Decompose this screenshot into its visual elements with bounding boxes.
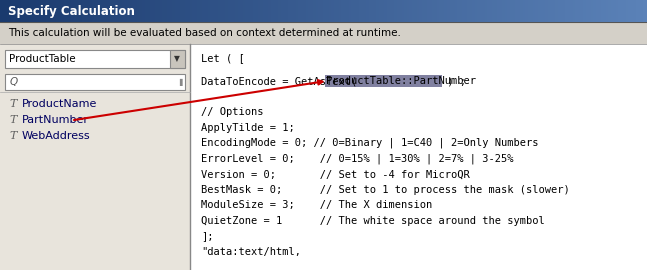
Text: T: T (9, 115, 16, 125)
Text: Version = 0;       // Set to -4 for MicroQR: Version = 0; // Set to -4 for MicroQR (201, 169, 470, 179)
Text: WebAddress: WebAddress (22, 131, 91, 141)
Text: Specify Calculation: Specify Calculation (8, 5, 135, 18)
Text: BestMask = 0;      // Set to 1 to process the mask (slower): BestMask = 0; // Set to 1 to process the… (201, 185, 570, 195)
Text: ProductName: ProductName (22, 99, 98, 109)
FancyBboxPatch shape (325, 75, 442, 87)
Text: ];: ]; (201, 231, 214, 241)
FancyBboxPatch shape (191, 44, 647, 270)
Text: "data:text/html,: "data:text/html, (201, 247, 301, 257)
Text: PartNumber: PartNumber (22, 115, 89, 125)
Text: QuietZone = 1      // The white space around the symbol: QuietZone = 1 // The white space around … (201, 216, 545, 226)
FancyBboxPatch shape (0, 22, 647, 44)
Text: EncodingMode = 0; // 0=Binary | 1=C40 | 2=Only Numbers: EncodingMode = 0; // 0=Binary | 1=C40 | … (201, 138, 538, 148)
FancyBboxPatch shape (170, 50, 185, 68)
Text: ApplyTilde = 1;: ApplyTilde = 1; (201, 123, 295, 133)
Text: T: T (9, 131, 16, 141)
FancyBboxPatch shape (0, 44, 190, 270)
Text: ErrorLevel = 0;    // 0=15% | 1=30% | 2=7% | 3-25%: ErrorLevel = 0; // 0=15% | 1=30% | 2=7% … (201, 154, 514, 164)
FancyBboxPatch shape (5, 50, 185, 68)
Text: Let ( [: Let ( [ (201, 53, 245, 63)
Text: ProductTable: ProductTable (9, 54, 76, 64)
Text: DataToEncode = GetAsText(: DataToEncode = GetAsText( (201, 76, 364, 86)
Text: ) ;: ) ; (441, 76, 466, 86)
Text: T: T (9, 99, 16, 109)
Text: ModuleSize = 3;    // The X dimension: ModuleSize = 3; // The X dimension (201, 200, 432, 210)
Text: ▌: ▌ (179, 78, 184, 86)
Text: ProductTable::PartNumber: ProductTable::PartNumber (326, 76, 476, 86)
Text: This calculation will be evaluated based on context determined at runtime.: This calculation will be evaluated based… (8, 28, 401, 38)
Text: ▼: ▼ (174, 55, 180, 63)
FancyBboxPatch shape (5, 74, 185, 90)
Text: Q: Q (10, 77, 18, 87)
Text: // Options: // Options (201, 107, 263, 117)
